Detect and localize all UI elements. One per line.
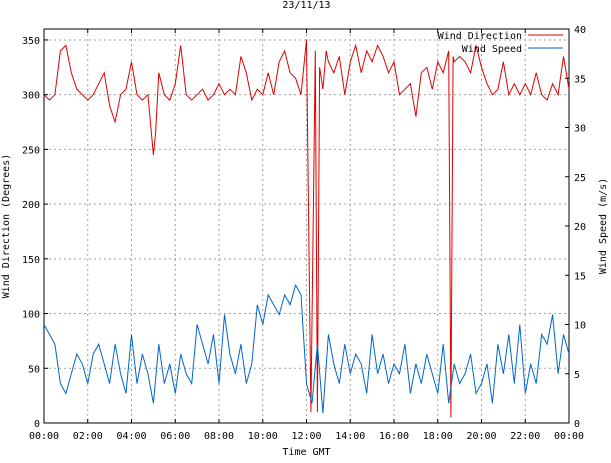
series-line-wind-speed: [43, 283, 570, 414]
x-axis-label: Time GMT: [282, 447, 330, 458]
legend-label: Wind Speed: [462, 44, 522, 55]
x-tick-label: 20:00: [466, 431, 496, 442]
x-tick-label: 18:00: [423, 431, 453, 442]
y-left-tick-label: 250: [22, 145, 40, 156]
y-right-tick-label: 25: [574, 173, 586, 184]
x-tick-label: 08:00: [204, 431, 234, 442]
y-right-tick-label: 40: [574, 25, 586, 36]
y-right-tick-label: 5: [574, 370, 580, 381]
legend: Wind Direction Wind Speed: [438, 31, 563, 55]
x-tick-label: 06:00: [160, 431, 190, 442]
y-right-axis-label: Wind Speed (m/s): [598, 178, 609, 274]
y-left-tick-label: 0: [34, 419, 40, 430]
y-right-tick-label: 10: [574, 321, 586, 332]
y-left-tick-label: 50: [28, 364, 40, 375]
x-tick-label: 00:00: [29, 431, 59, 442]
series-layer: [43, 39, 570, 418]
y-left-tick-label: 300: [22, 91, 40, 102]
x-tick-label: 00:00: [554, 431, 584, 442]
y-left-tick-label: 350: [22, 36, 40, 47]
legend-label: Wind Direction: [438, 31, 522, 42]
grid-layer: [44, 29, 569, 423]
y-left-tick-label: 100: [22, 310, 40, 321]
y-right-tick-label: 30: [574, 124, 586, 135]
x-tick-label: 04:00: [116, 431, 146, 442]
chart-title: 23/11/13: [282, 0, 330, 11]
y-right-tick-label: 35: [574, 74, 586, 85]
y-right-tick-label: 15: [574, 271, 586, 282]
y-right-tick-label: 20: [574, 222, 586, 233]
axis-layer: 00:00 02:00 04:00 06:00 08:00 10:00 12:00 14:00…: [22, 25, 586, 442]
x-tick-label: 10:00: [248, 431, 278, 442]
y-left-tick-label: 150: [22, 255, 40, 266]
x-tick-label: 22:00: [510, 431, 540, 442]
x-tick-label: 14:00: [335, 431, 365, 442]
x-tick-label: 16:00: [379, 431, 409, 442]
series-line-wind-direction: [43, 39, 570, 418]
y-left-axis-label: Wind Direction (Degrees): [1, 154, 12, 299]
x-tick-label: 12:00: [291, 431, 321, 442]
y-left-tick-label: 200: [22, 200, 40, 211]
y-right-tick-label: 0: [574, 419, 580, 430]
x-tick-label: 02:00: [73, 431, 103, 442]
